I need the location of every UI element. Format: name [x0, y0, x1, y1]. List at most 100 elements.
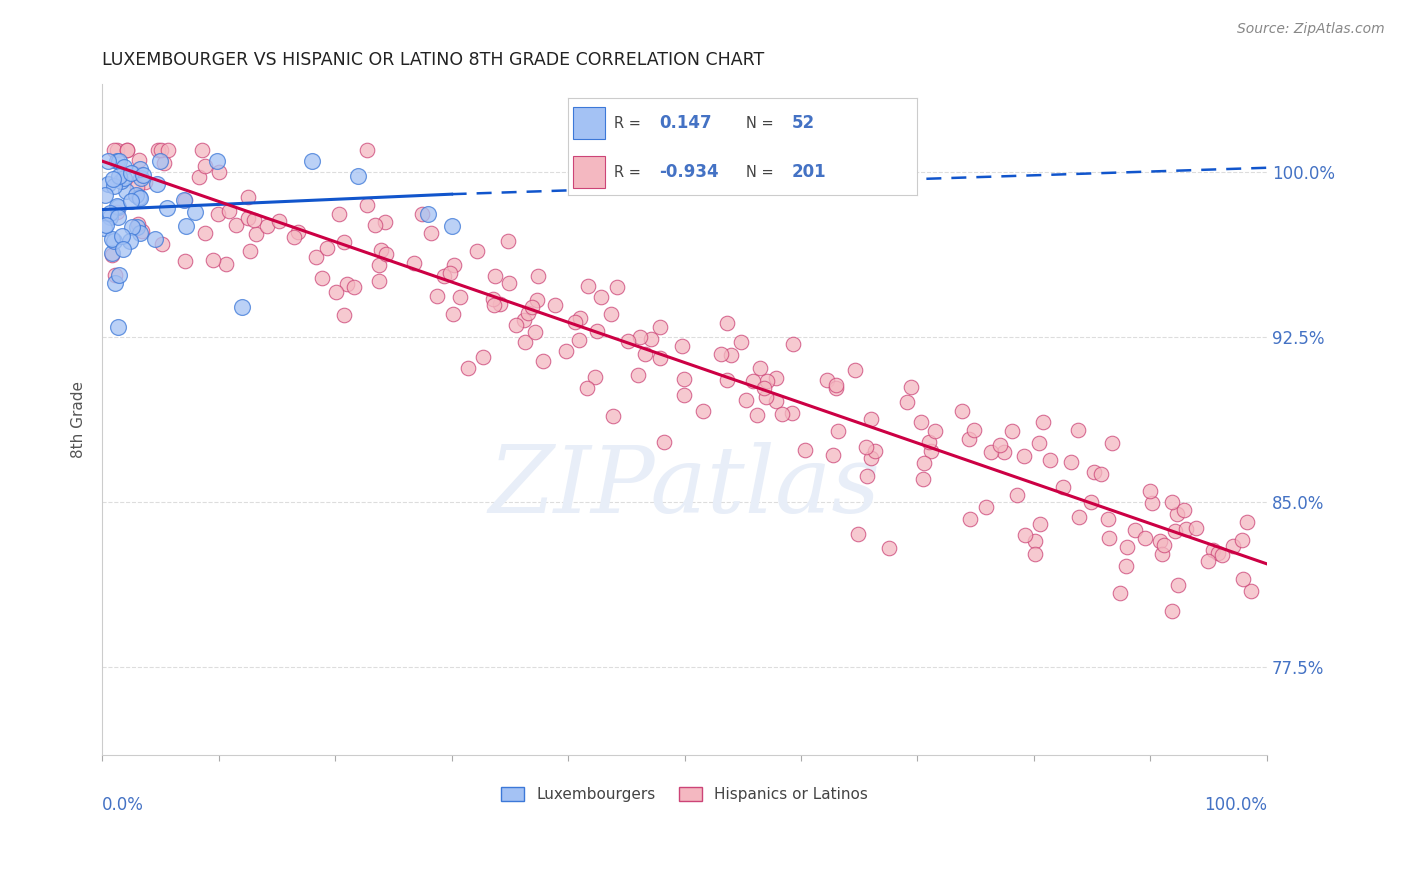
Point	[419, 226, 441, 240]
Point	[173, 193, 195, 207]
Point	[1005, 487, 1028, 501]
Point	[912, 456, 935, 470]
Point	[648, 319, 671, 334]
Point	[1163, 524, 1185, 538]
Point	[482, 298, 505, 312]
Point	[370, 244, 392, 258]
Point	[364, 218, 387, 232]
Point	[855, 440, 877, 454]
Point	[111, 242, 134, 256]
Point	[1024, 533, 1046, 548]
Point	[108, 154, 131, 169]
Point	[128, 161, 150, 176]
Point	[101, 248, 124, 262]
Point	[356, 143, 378, 157]
Point	[1175, 523, 1198, 537]
Point	[583, 370, 606, 384]
Point	[988, 438, 1011, 452]
Point	[440, 219, 463, 234]
Point	[125, 180, 148, 194]
Point	[993, 445, 1015, 459]
Point	[755, 374, 778, 388]
Point	[443, 258, 465, 272]
Text: 100.0%: 100.0%	[1204, 796, 1267, 814]
Point	[153, 156, 176, 170]
Point	[575, 381, 598, 395]
Point	[120, 194, 142, 208]
Point	[143, 232, 166, 246]
Point	[97, 177, 120, 191]
Point	[311, 270, 333, 285]
Point	[245, 227, 267, 241]
Point	[336, 277, 359, 292]
Point	[673, 388, 696, 402]
Point	[1161, 604, 1184, 618]
Point	[1115, 541, 1137, 555]
Point	[585, 324, 607, 338]
Point	[115, 143, 138, 157]
Point	[328, 207, 350, 221]
Point	[156, 143, 179, 157]
Point	[568, 334, 591, 348]
Point	[815, 373, 838, 387]
Point	[823, 448, 845, 462]
Point	[173, 194, 195, 208]
Point	[1230, 533, 1253, 547]
Point	[207, 207, 229, 221]
Point	[1240, 583, 1263, 598]
Point	[132, 169, 155, 183]
Point	[957, 432, 980, 446]
Point	[754, 381, 776, 395]
Point	[115, 143, 138, 157]
Point	[1109, 585, 1132, 599]
Point	[520, 301, 543, 315]
Point	[1135, 531, 1157, 545]
Point	[1098, 531, 1121, 545]
Point	[105, 143, 128, 157]
Point	[1211, 548, 1233, 562]
Point	[900, 380, 922, 394]
Point	[974, 500, 997, 514]
Point	[1222, 539, 1244, 553]
Point	[827, 424, 849, 438]
Point	[107, 169, 129, 183]
Point	[374, 215, 396, 229]
Point	[208, 165, 231, 179]
Text: LUXEMBOURGER VS HISPANIC OR LATINO 8TH GRADE CORRELATION CHART: LUXEMBOURGER VS HISPANIC OR LATINO 8TH G…	[103, 51, 765, 69]
Point	[489, 297, 512, 311]
Point	[1153, 538, 1175, 552]
Point	[735, 393, 758, 408]
Point	[418, 207, 440, 221]
Point	[333, 235, 356, 249]
Point	[846, 527, 869, 541]
Point	[1039, 453, 1062, 467]
Point	[131, 224, 153, 238]
Point	[855, 468, 877, 483]
Point	[305, 250, 328, 264]
Point	[911, 472, 934, 486]
Point	[238, 189, 260, 203]
Point	[1014, 450, 1036, 464]
Point	[952, 404, 974, 418]
Point	[325, 285, 347, 299]
Point	[498, 276, 520, 290]
Point	[472, 350, 495, 364]
Point	[745, 409, 768, 423]
Point	[765, 393, 787, 408]
Point	[959, 512, 981, 526]
Point	[201, 252, 224, 267]
Point	[107, 200, 129, 214]
Point	[1202, 543, 1225, 558]
Point	[1028, 436, 1050, 450]
Point	[356, 197, 378, 211]
Point	[692, 403, 714, 417]
Point	[531, 354, 554, 368]
Point	[149, 143, 172, 157]
Point	[918, 435, 941, 450]
Point	[120, 166, 142, 180]
Point	[101, 172, 124, 186]
Point	[191, 143, 214, 157]
Point	[98, 206, 121, 220]
Point	[426, 289, 449, 303]
Point	[825, 380, 848, 394]
